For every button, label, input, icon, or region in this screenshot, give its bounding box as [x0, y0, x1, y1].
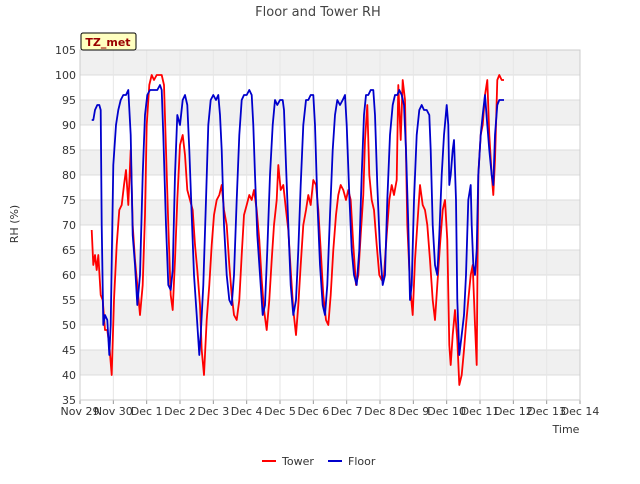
series-line-floor [91, 84, 504, 356]
y-tick-label: 50 [62, 319, 76, 332]
x-tick-label: Dec 1 [131, 405, 163, 418]
y-tick-label: 60 [62, 269, 76, 282]
x-tick-label: Dec 9 [397, 405, 429, 418]
band [80, 100, 580, 125]
y-tick-label: 90 [62, 119, 76, 132]
y-tick-label: 65 [62, 244, 76, 257]
y-axis-label: RH (%) [8, 205, 21, 243]
y-tick-label: 105 [55, 44, 76, 57]
band [80, 50, 580, 75]
x-axis-label: Time [552, 423, 580, 436]
x-tick-label: Dec 5 [264, 405, 296, 418]
x-tick-label: Nov 30 [94, 405, 133, 418]
badge-box [80, 32, 137, 51]
y-tick-label: 75 [62, 194, 76, 207]
x-tick-label: Dec 12 [494, 405, 533, 418]
y-tick-label: 95 [62, 94, 76, 107]
x-tick-label: Dec 14 [561, 405, 600, 418]
plot-border [79, 49, 581, 401]
x-tick-label: Dec 8 [364, 405, 396, 418]
y-tick-label: 100 [55, 69, 76, 82]
band [80, 150, 580, 175]
legend-label-floor: Floor [348, 455, 376, 468]
x-tick-label: Dec 4 [231, 405, 263, 418]
x-tick-label: Dec 13 [527, 405, 566, 418]
axes: 35 40 45 50 55 60 65 70 75 80 85 90 95 100 105 Nov 29No… [55, 44, 599, 418]
y-tick-label: 80 [62, 169, 76, 182]
band [80, 250, 580, 275]
legend-label-tower: Tower [281, 455, 314, 468]
y-tick-label: 55 [62, 294, 76, 307]
legend: Tower Floor [262, 455, 376, 468]
series-line-tower [90, 74, 504, 386]
x-tick-label: Dec 7 [331, 405, 363, 418]
series-layer [90, 74, 504, 386]
y-tick-label: 85 [62, 144, 76, 157]
band [80, 350, 580, 375]
chart-title: Floor and Tower RH [255, 5, 381, 20]
y-tick-label: 45 [62, 344, 76, 357]
badge-label: TZ_met [85, 36, 130, 49]
x-tick-label: Dec 6 [297, 405, 329, 418]
x-tick-label: Dec 3 [197, 405, 229, 418]
y-tick-label: 35 [62, 394, 76, 407]
x-tick-label: Dec 10 [427, 405, 466, 418]
x-tick-label: Dec 11 [461, 405, 500, 418]
y-tick-label: 70 [62, 219, 76, 232]
y-tick-label: 40 [62, 369, 76, 382]
x-tick-label: Dec 2 [164, 405, 196, 418]
badge: TZ_met [80, 32, 137, 51]
x-tick-label: Nov 29 [61, 405, 100, 418]
